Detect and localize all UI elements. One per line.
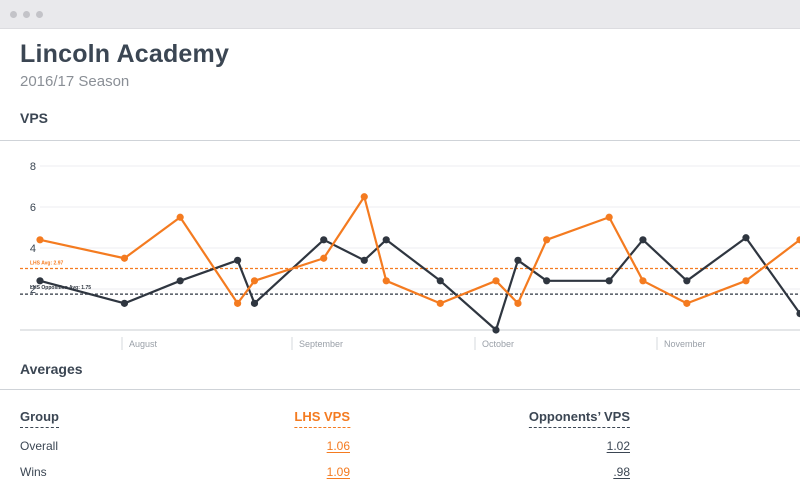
data-point (120, 299, 129, 307)
data-point (605, 213, 613, 221)
data-point (639, 236, 647, 244)
y-tick-label: 2 (30, 284, 36, 296)
data-point (176, 277, 184, 285)
month-label: September (299, 339, 343, 349)
averages-divider (0, 389, 800, 390)
data-point (492, 326, 500, 334)
row-wins-group: Wins (20, 465, 47, 479)
data-point (320, 254, 328, 262)
average-reference-label: LHS Opposition Avg: 1.75 (30, 285, 91, 291)
data-point (120, 254, 129, 262)
data-point (605, 277, 613, 285)
data-point (683, 277, 691, 285)
y-tick-label: 6 (30, 202, 36, 214)
window-maximize-icon[interactable] (36, 11, 43, 18)
month-label: October (482, 339, 514, 349)
data-point (234, 256, 242, 264)
month-label: August (129, 339, 158, 349)
window-minimize-icon[interactable] (23, 11, 30, 18)
col-header-group[interactable]: Group (20, 409, 59, 428)
row-wins-lhs-vps[interactable]: 1.09 (326, 465, 350, 479)
data-point (382, 236, 390, 244)
data-point (176, 213, 184, 221)
window-titlebar (0, 0, 800, 29)
data-point (250, 277, 259, 285)
data-point (436, 299, 444, 307)
average-reference-label: LHS Avg: 2.97 (30, 261, 63, 267)
row-overall-group: Overall (20, 439, 59, 453)
data-point (360, 193, 368, 201)
page-title: Lincoln Academy (20, 40, 230, 68)
row-overall-opponents-vps[interactable]: 1.02 (606, 439, 630, 453)
y-tick-label: 8 (30, 161, 36, 173)
averages-section-heading: Averages (20, 361, 83, 377)
data-point (543, 277, 551, 285)
data-point (492, 277, 500, 285)
data-point (796, 236, 800, 244)
data-point (514, 299, 522, 307)
data-point (320, 236, 328, 244)
col-header-lhs-vps[interactable]: LHS VPS (294, 409, 350, 428)
data-point (382, 277, 390, 285)
col-header-opponents-vps[interactable]: Opponents’ VPS (528, 409, 630, 428)
data-point (683, 299, 691, 307)
series-line (39, 195, 800, 305)
window-close-icon[interactable] (10, 11, 17, 18)
data-point (36, 236, 44, 244)
data-point (36, 277, 44, 285)
y-tick-label: 4 (30, 243, 36, 255)
data-point (543, 236, 551, 244)
data-point (742, 234, 750, 242)
data-point (360, 256, 368, 264)
data-point (639, 277, 647, 285)
vps-section-heading: VPS (20, 110, 49, 126)
month-label: November (664, 339, 706, 349)
vps-divider (0, 140, 800, 141)
row-wins-opponents-vps[interactable]: .98 (613, 465, 630, 479)
data-point (742, 277, 750, 285)
data-point (796, 310, 800, 318)
row-overall-lhs-vps[interactable]: 1.06 (326, 439, 350, 453)
data-point (234, 299, 242, 307)
data-point (250, 299, 259, 307)
page-subtitle: 2016/17 Season (20, 73, 130, 90)
vps-line-chart: 2 4 6 8 August September October November LHS Av… (20, 161, 800, 350)
data-point (436, 277, 444, 285)
data-point (514, 256, 522, 264)
